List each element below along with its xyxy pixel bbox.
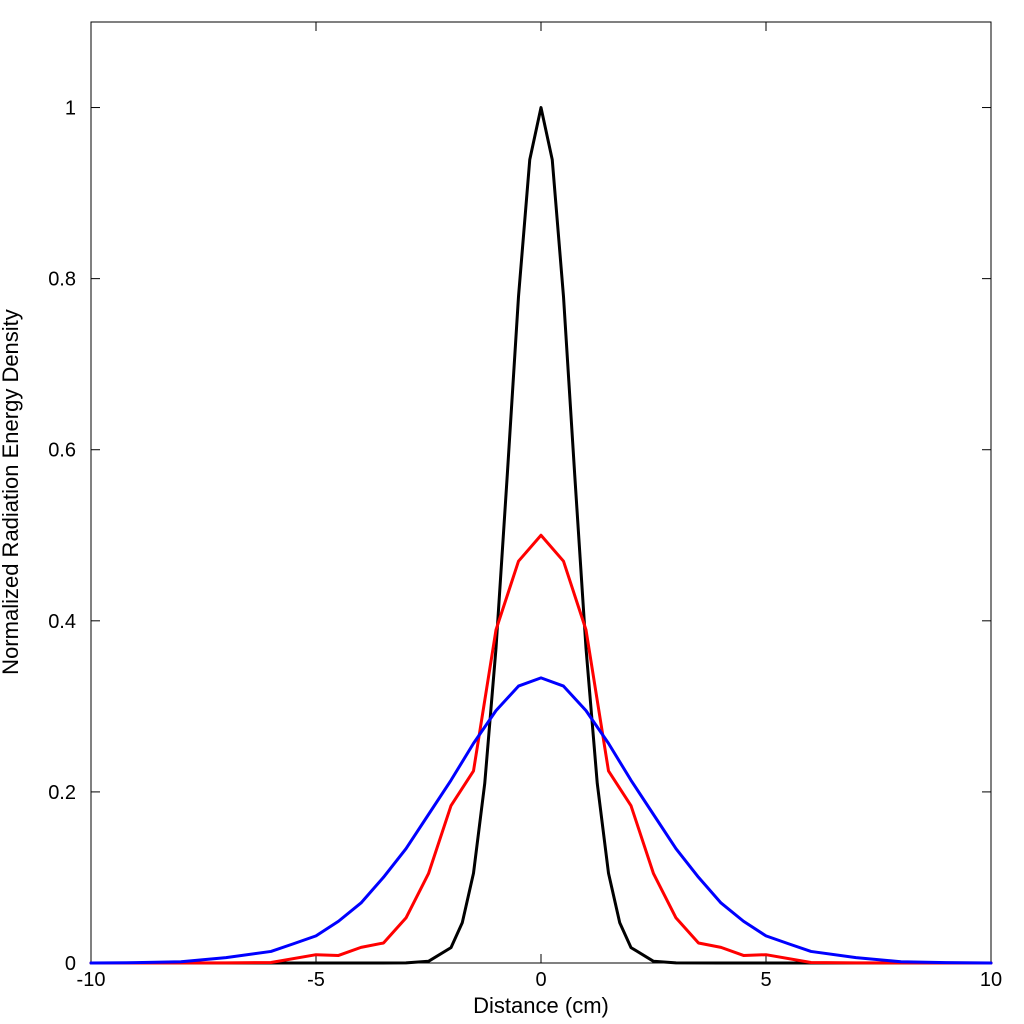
y-tick-label: 0.8: [48, 269, 76, 291]
series-layer: [89, 106, 993, 965]
x-tick-label: 0: [535, 969, 546, 991]
x-tick-label: -5: [307, 969, 325, 991]
x-tick-label: 10: [980, 969, 1002, 991]
y-tick-label: 0: [65, 953, 76, 975]
y-tick-label: 0.2: [48, 782, 76, 804]
y-axis-title: Normalized Radiation Energy Density: [0, 309, 23, 675]
plot-area-frame: [90, 21, 992, 964]
x-tick-label: -10: [77, 969, 106, 991]
y-tick-label: 0.6: [48, 440, 76, 462]
x-tick-label: 5: [760, 969, 771, 991]
x-axis-title: Distance (cm): [473, 993, 609, 1018]
series-line-1: [89, 106, 993, 965]
series-line-2: [89, 533, 993, 965]
y-tick-label: 0.4: [48, 611, 76, 633]
ticks-layer: -10 -5 0 5 10 0 0.2 0.4 0.6 0.8 1: [48, 22, 1002, 991]
series-line-3: [89, 676, 993, 965]
y-tick-label: 1: [65, 98, 76, 120]
